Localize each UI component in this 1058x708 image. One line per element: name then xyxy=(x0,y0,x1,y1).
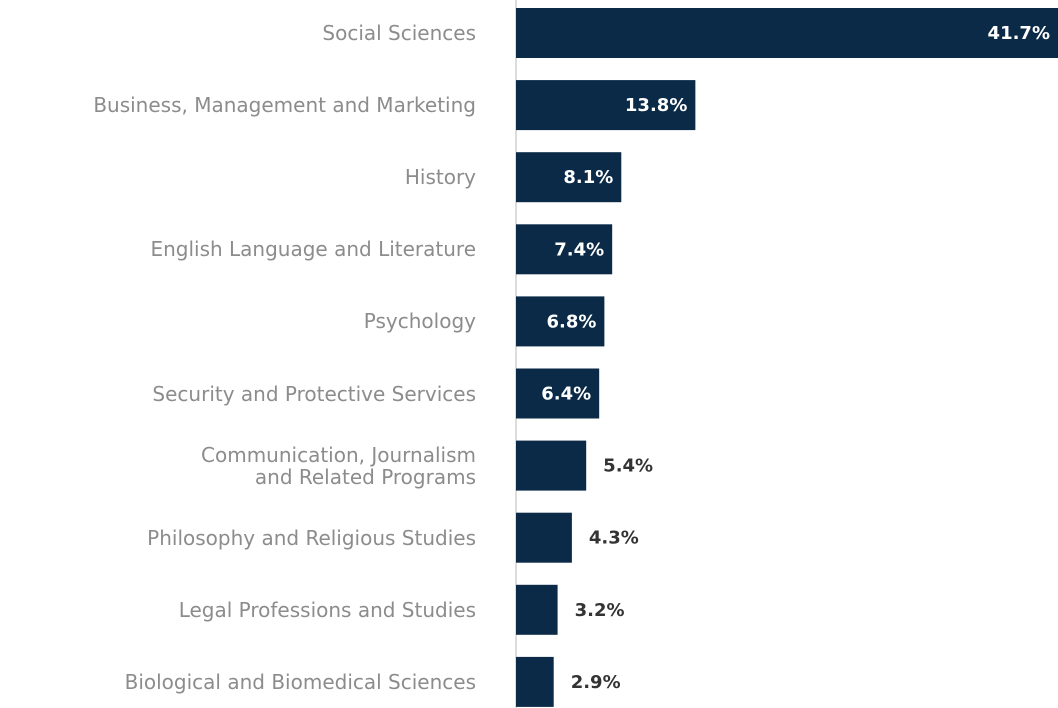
value-label: 41.7% xyxy=(988,23,1050,44)
value-label: 7.4% xyxy=(554,239,604,260)
bar xyxy=(516,296,605,347)
bar xyxy=(516,584,558,635)
value-label: 2.9% xyxy=(571,672,621,693)
bar xyxy=(516,440,587,491)
value-label: 4.3% xyxy=(589,528,639,549)
category-label: Social Sciences xyxy=(322,21,476,45)
value-label: 6.8% xyxy=(546,311,596,332)
bar xyxy=(516,224,613,275)
value-label: 6.4% xyxy=(541,384,591,405)
category-label: Security and Protective Services xyxy=(152,381,476,406)
value-label: 3.2% xyxy=(575,600,625,621)
category-label: Psychology xyxy=(363,309,476,334)
category-label: History xyxy=(404,165,476,190)
value-label: 8.1% xyxy=(563,167,613,188)
category-label: English Language and Literature xyxy=(150,237,476,262)
category-label: Philosophy and Religious Studies xyxy=(147,525,476,550)
category-label: Communication, Journalism and Related Pr… xyxy=(201,442,476,489)
value-label: 13.8% xyxy=(625,95,687,116)
bar xyxy=(516,152,622,203)
bar xyxy=(516,656,554,707)
bar xyxy=(516,80,696,131)
category-label: Legal Professions and Studies xyxy=(178,597,476,622)
category-label: Business, Management and Marketing xyxy=(93,93,476,118)
bar xyxy=(516,512,572,563)
category-label: Biological and Biomedical Sciences xyxy=(124,669,476,694)
value-label: 5.4% xyxy=(603,456,653,477)
bar xyxy=(516,368,600,419)
bar xyxy=(516,8,1058,58)
